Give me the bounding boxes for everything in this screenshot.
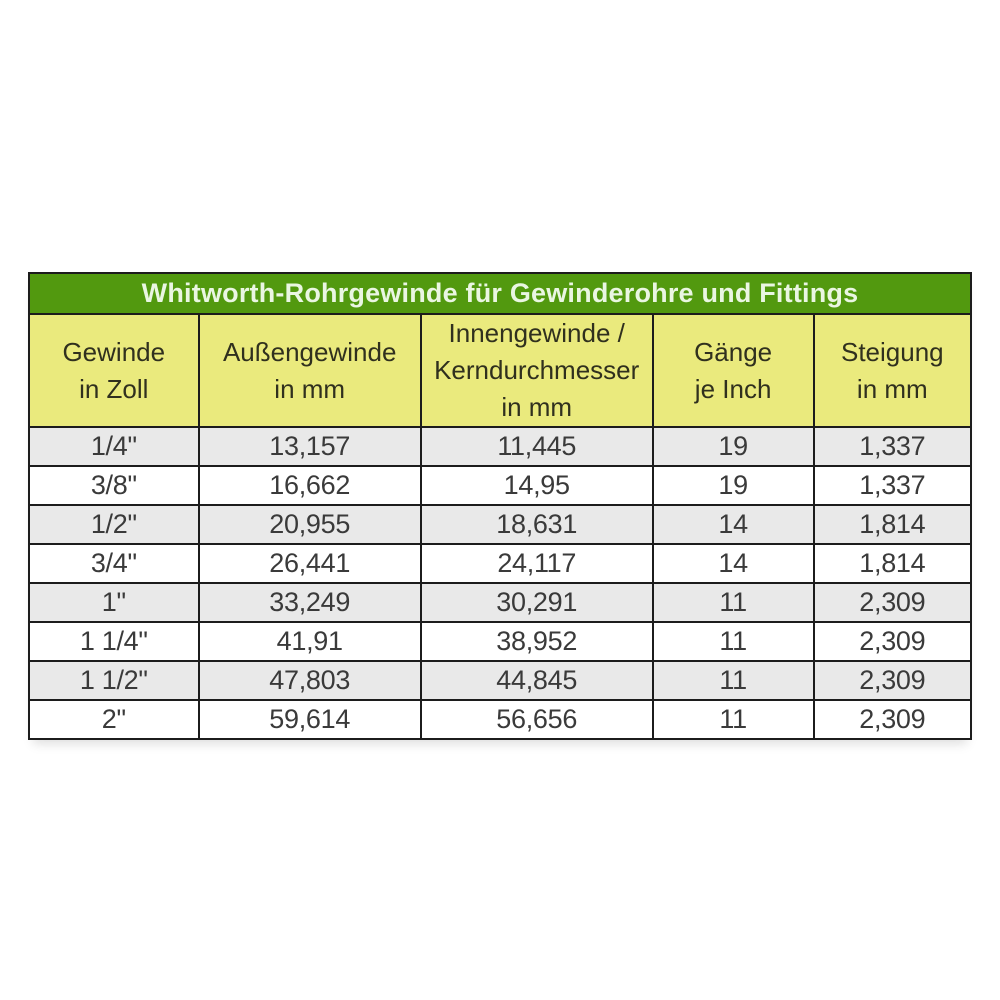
cell: 30,291 bbox=[419, 582, 654, 623]
cell: 56,656 bbox=[419, 699, 654, 740]
cell: 3/4" bbox=[28, 543, 200, 584]
column-header-5: Steigung in mm bbox=[812, 313, 973, 428]
cell: 38,952 bbox=[419, 621, 654, 662]
cell: 11,445 bbox=[419, 426, 654, 467]
cell: 2,309 bbox=[812, 660, 973, 701]
cell: 1/4" bbox=[28, 426, 200, 467]
table-row: 1/2" 20,955 18,631 14 1,814 bbox=[28, 504, 973, 545]
header-row: Gewinde in Zoll Außengewinde in mm Innenge… bbox=[28, 313, 973, 428]
cell: 1,814 bbox=[812, 543, 973, 584]
whitworth-thread-table: Whitworth-Rohrgewinde für Gewinderohre u… bbox=[28, 272, 973, 740]
cell: 11 bbox=[651, 582, 815, 623]
cell: 1,337 bbox=[812, 465, 973, 506]
cell: 1,814 bbox=[812, 504, 973, 545]
cell: 33,249 bbox=[197, 582, 422, 623]
cell: 1,337 bbox=[812, 426, 973, 467]
cell: 44,845 bbox=[419, 660, 654, 701]
table-row: 1" 33,249 30,291 11 2,309 bbox=[28, 582, 973, 623]
cell: 1/2" bbox=[28, 504, 200, 545]
table-row: 3/4" 26,441 24,117 14 1,814 bbox=[28, 543, 973, 584]
cell: 1" bbox=[28, 582, 200, 623]
column-header-2: Außengewinde in mm bbox=[197, 313, 422, 428]
cell: 2,309 bbox=[812, 699, 973, 740]
column-header-4: Gänge je Inch bbox=[651, 313, 815, 428]
column-header-1: Gewinde in Zoll bbox=[28, 313, 200, 428]
table-row: 1 1/2" 47,803 44,845 11 2,309 bbox=[28, 660, 973, 701]
table-row: 1/4" 13,157 11,445 19 1,337 bbox=[28, 426, 973, 467]
table-row: 3/8" 16,662 14,95 19 1,337 bbox=[28, 465, 973, 506]
cell: 47,803 bbox=[197, 660, 422, 701]
cell: 19 bbox=[651, 426, 815, 467]
cell: 14 bbox=[651, 504, 815, 545]
cell: 59,614 bbox=[197, 699, 422, 740]
table-row: 2" 59,614 56,656 11 2,309 bbox=[28, 699, 973, 740]
cell: 2,309 bbox=[812, 621, 973, 662]
cell: 11 bbox=[651, 699, 815, 740]
cell: 41,91 bbox=[197, 621, 422, 662]
column-header-3: Innengewinde / Kerndurchmesser in mm bbox=[419, 313, 654, 428]
cell: 11 bbox=[651, 621, 815, 662]
cell: 14 bbox=[651, 543, 815, 584]
cell: 20,955 bbox=[197, 504, 422, 545]
cell: 18,631 bbox=[419, 504, 654, 545]
thread-data-grid: Gewinde in Zoll Außengewinde in mm Innenge… bbox=[28, 313, 973, 740]
cell: 13,157 bbox=[197, 426, 422, 467]
cell: 3/8" bbox=[28, 465, 200, 506]
cell: 1 1/4" bbox=[28, 621, 200, 662]
table-title: Whitworth-Rohrgewinde für Gewinderohre u… bbox=[28, 272, 972, 313]
cell: 1 1/2" bbox=[28, 660, 200, 701]
cell: 11 bbox=[651, 660, 815, 701]
cell: 24,117 bbox=[419, 543, 654, 584]
cell: 26,441 bbox=[197, 543, 422, 584]
cell: 14,95 bbox=[419, 465, 654, 506]
cell: 2" bbox=[28, 699, 200, 740]
cell: 19 bbox=[651, 465, 815, 506]
table-row: 1 1/4" 41,91 38,952 11 2,309 bbox=[28, 621, 973, 662]
cell: 16,662 bbox=[197, 465, 422, 506]
cell: 2,309 bbox=[812, 582, 973, 623]
